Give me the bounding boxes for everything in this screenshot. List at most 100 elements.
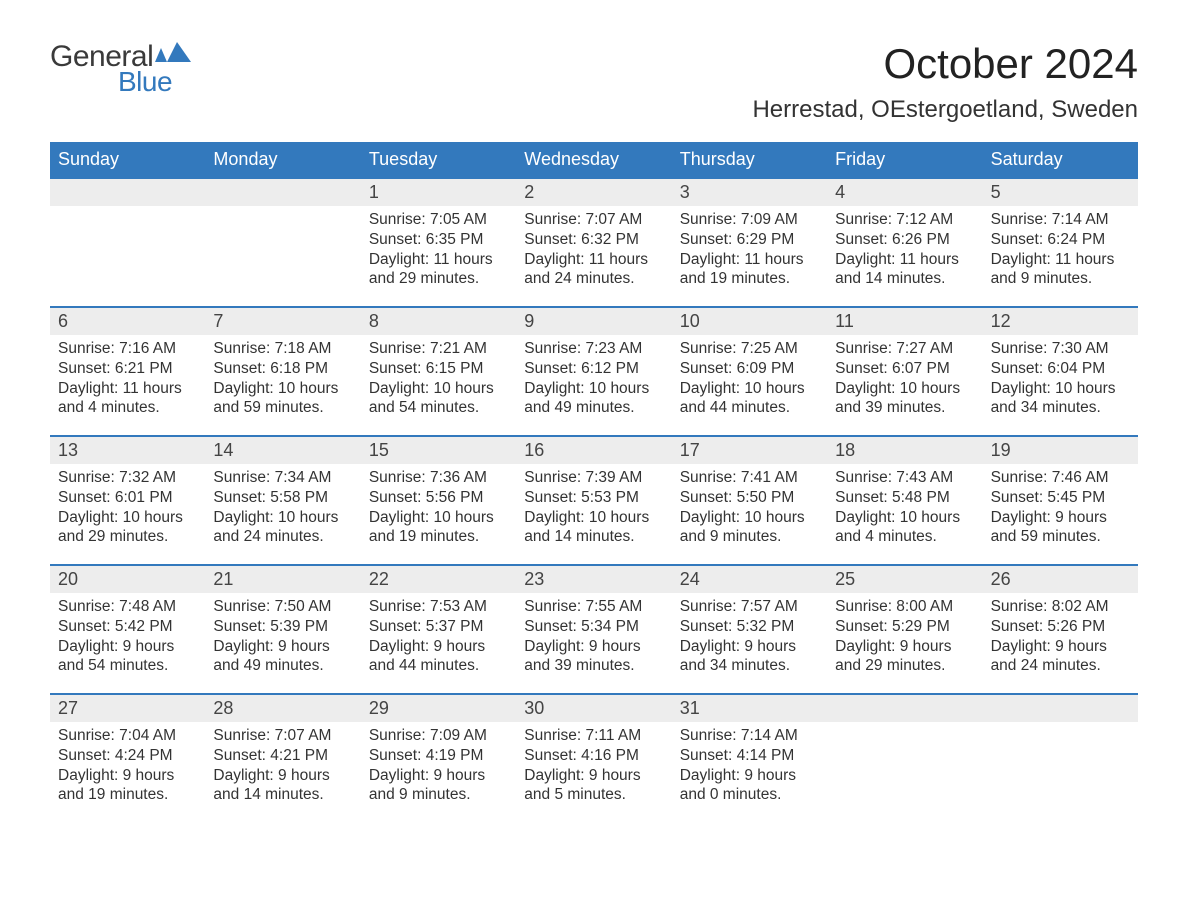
calendar: Sunday Monday Tuesday Wednesday Thursday… — [50, 142, 1138, 822]
day-line: and 19 minutes. — [58, 785, 197, 805]
day-cell: Sunrise: 7:09 AMSunset: 6:29 PMDaylight:… — [672, 206, 827, 306]
day-line: Sunset: 6:21 PM — [58, 359, 197, 379]
day-line: Sunrise: 7:14 AM — [991, 210, 1130, 230]
day-line: Daylight: 9 hours — [213, 637, 352, 657]
day-line: Sunset: 6:09 PM — [680, 359, 819, 379]
day-line: Sunset: 6:01 PM — [58, 488, 197, 508]
day-cell: Sunrise: 7:34 AMSunset: 5:58 PMDaylight:… — [205, 464, 360, 564]
day-number: 7 — [205, 308, 360, 335]
day-line: Daylight: 11 hours — [524, 250, 663, 270]
logo: General Blue — [50, 40, 191, 98]
day-line: Sunset: 5:48 PM — [835, 488, 974, 508]
page-title: October 2024 — [752, 40, 1138, 88]
day-line: Daylight: 11 hours — [991, 250, 1130, 270]
day-number: 27 — [50, 695, 205, 722]
day-line: Sunrise: 7:25 AM — [680, 339, 819, 359]
day-cell: Sunrise: 7:07 AMSunset: 4:21 PMDaylight:… — [205, 722, 360, 822]
day-line: Sunset: 4:14 PM — [680, 746, 819, 766]
day-cell: Sunrise: 7:09 AMSunset: 4:19 PMDaylight:… — [361, 722, 516, 822]
day-line: and 9 minutes. — [369, 785, 508, 805]
calendar-header-row: Sunday Monday Tuesday Wednesday Thursday… — [50, 142, 1138, 177]
day-line: and 29 minutes. — [369, 269, 508, 289]
day-line: and 24 minutes. — [991, 656, 1130, 676]
day-line: and 34 minutes. — [680, 656, 819, 676]
day-line: Daylight: 9 hours — [680, 637, 819, 657]
col-thursday: Thursday — [672, 142, 827, 177]
day-cell — [827, 722, 982, 822]
day-cell: Sunrise: 7:36 AMSunset: 5:56 PMDaylight:… — [361, 464, 516, 564]
day-line: Sunrise: 7:50 AM — [213, 597, 352, 617]
day-line: Sunrise: 7:32 AM — [58, 468, 197, 488]
day-line: and 24 minutes. — [524, 269, 663, 289]
day-line: Daylight: 9 hours — [835, 637, 974, 657]
day-number: 24 — [672, 566, 827, 593]
day-line: and 54 minutes. — [58, 656, 197, 676]
day-line: Sunset: 4:24 PM — [58, 746, 197, 766]
day-line: Sunset: 5:45 PM — [991, 488, 1130, 508]
day-line: Sunset: 5:39 PM — [213, 617, 352, 637]
day-number: 8 — [361, 308, 516, 335]
week-daynum-row: 12345 — [50, 177, 1138, 206]
day-line: Daylight: 9 hours — [991, 637, 1130, 657]
day-line: and 19 minutes. — [369, 527, 508, 547]
day-number: 30 — [516, 695, 671, 722]
day-cell: Sunrise: 7:46 AMSunset: 5:45 PMDaylight:… — [983, 464, 1138, 564]
day-number: 25 — [827, 566, 982, 593]
day-line: Sunrise: 7:57 AM — [680, 597, 819, 617]
day-line: Daylight: 10 hours — [835, 379, 974, 399]
day-line: Sunset: 6:35 PM — [369, 230, 508, 250]
day-line: Daylight: 9 hours — [524, 637, 663, 657]
week-daynum-row: 2728293031 — [50, 693, 1138, 722]
day-line: and 54 minutes. — [369, 398, 508, 418]
day-number: 15 — [361, 437, 516, 464]
day-cell — [205, 206, 360, 306]
day-cell: Sunrise: 7:50 AMSunset: 5:39 PMDaylight:… — [205, 593, 360, 693]
day-line: Sunset: 4:19 PM — [369, 746, 508, 766]
day-line: and 39 minutes. — [524, 656, 663, 676]
day-cell: Sunrise: 8:02 AMSunset: 5:26 PMDaylight:… — [983, 593, 1138, 693]
day-line: Sunrise: 7:39 AM — [524, 468, 663, 488]
day-number: 5 — [983, 179, 1138, 206]
week-daynum-row: 13141516171819 — [50, 435, 1138, 464]
day-number: 3 — [672, 179, 827, 206]
week-daynum-row: 6789101112 — [50, 306, 1138, 335]
day-line: Sunset: 6:24 PM — [991, 230, 1130, 250]
day-cell: Sunrise: 7:16 AMSunset: 6:21 PMDaylight:… — [50, 335, 205, 435]
day-number: 21 — [205, 566, 360, 593]
day-line: Sunrise: 7:14 AM — [680, 726, 819, 746]
day-number: 23 — [516, 566, 671, 593]
day-cell: Sunrise: 7:23 AMSunset: 6:12 PMDaylight:… — [516, 335, 671, 435]
day-line: Sunset: 5:42 PM — [58, 617, 197, 637]
day-line: and 39 minutes. — [835, 398, 974, 418]
day-line: Sunrise: 7:11 AM — [524, 726, 663, 746]
day-cell: Sunrise: 7:12 AMSunset: 6:26 PMDaylight:… — [827, 206, 982, 306]
day-line: Daylight: 10 hours — [213, 379, 352, 399]
day-line: and 59 minutes. — [213, 398, 352, 418]
calendar-body: 12345 Sunrise: 7:05 AMSunset: 6:35 PM Dayl… — [50, 177, 1138, 822]
day-cell — [50, 206, 205, 306]
day-number: 18 — [827, 437, 982, 464]
day-line: and 49 minutes. — [524, 398, 663, 418]
day-line: Sunrise: 7:48 AM — [58, 597, 197, 617]
week-body-row: Sunrise: 7:05 AMSunset: 6:35 PM Daylight:… — [50, 206, 1138, 306]
day-line: and 19 minutes. — [680, 269, 819, 289]
day-line: Sunset: 5:58 PM — [213, 488, 352, 508]
col-friday: Friday — [827, 142, 982, 177]
col-monday: Monday — [205, 142, 360, 177]
day-line: and 14 minutes. — [213, 785, 352, 805]
day-line: Sunrise: 7:09 AM — [680, 210, 819, 230]
day-line: Sunset: 5:34 PM — [524, 617, 663, 637]
col-saturday: Saturday — [983, 142, 1138, 177]
title-block: October 2024 Herrestad, OEstergoetland, … — [752, 40, 1138, 124]
day-line: and 0 minutes. — [680, 785, 819, 805]
day-cell: Sunrise: 7:53 AMSunset: 5:37 PMDaylight:… — [361, 593, 516, 693]
day-line: and 9 minutes. — [680, 527, 819, 547]
day-cell: Sunrise: 7:14 AMSunset: 4:14 PMDaylight:… — [672, 722, 827, 822]
day-line: Sunrise: 7:05 AM — [369, 210, 508, 230]
day-line: Daylight: 11 hours — [58, 379, 197, 399]
day-line: Sunset: 5:32 PM — [680, 617, 819, 637]
day-cell: Sunrise: 7:48 AMSunset: 5:42 PMDaylight:… — [50, 593, 205, 693]
day-number: 13 — [50, 437, 205, 464]
day-line: Daylight: 9 hours — [58, 637, 197, 657]
day-line: Daylight: 10 hours — [680, 379, 819, 399]
